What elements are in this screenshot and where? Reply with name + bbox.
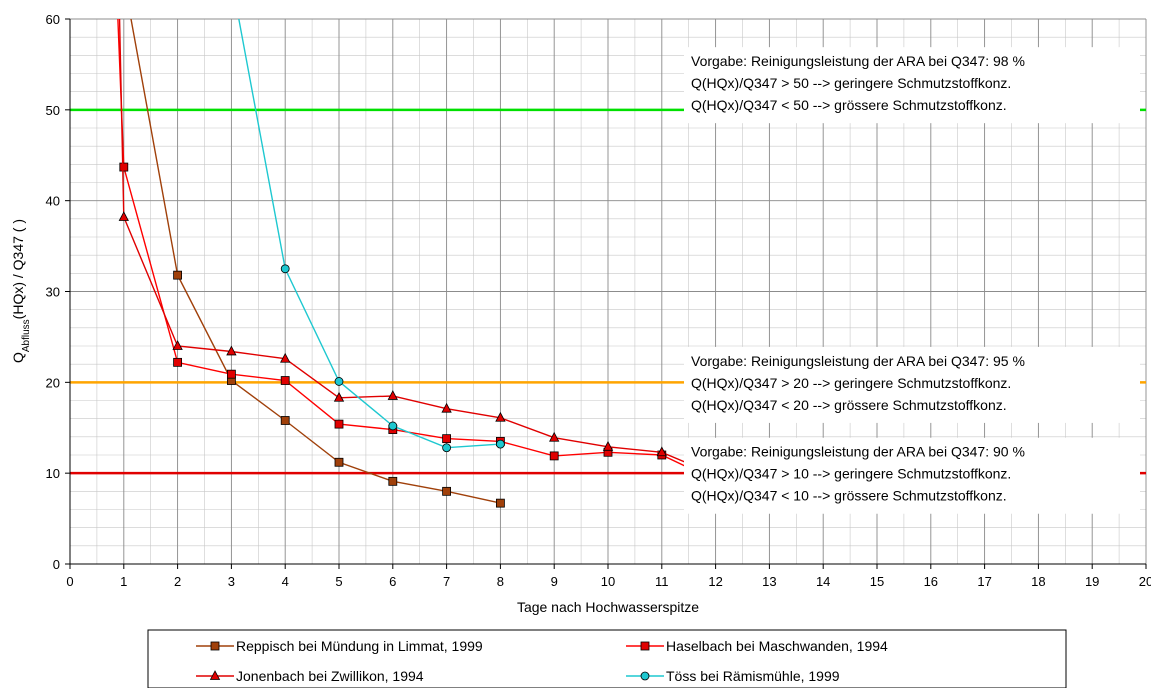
- x-tick-label: 12: [708, 574, 722, 589]
- x-tick-label: 19: [1085, 574, 1099, 589]
- annotation-box-0: Vorgabe: Reinigungsleistung der ARA bei …: [684, 47, 1140, 124]
- x-tick-label: 6: [389, 574, 396, 589]
- legend-box: [147, 629, 1067, 688]
- legend: Reppisch bei Mündung in Limmat, 1999 Hase…: [147, 629, 1067, 688]
- data-point-3: [495, 439, 505, 449]
- data-point-2: [118, 211, 129, 221]
- legend-swatch-marker: [640, 641, 650, 651]
- annotation-line: Vorgabe: Reinigungsleistung der ARA bei …: [691, 53, 1025, 69]
- legend-swatch-marker: [210, 641, 220, 651]
- legend-entry-2: Jonenbach bei Zwillikon, 1994: [196, 668, 424, 684]
- data-point-2: [495, 411, 506, 422]
- y-axis-label: QAbfluss(HQx) / Q347 ( ): [10, 219, 32, 363]
- annotation-line: Q(HQx)/Q347 < 20 --> grössere Schmutzsto…: [691, 397, 1007, 413]
- data-point-0: [495, 498, 505, 508]
- annotation-background: [684, 346, 1140, 423]
- data-point-1: [119, 162, 129, 172]
- data-point-1: [173, 357, 183, 367]
- annotations: Vorgabe: Reinigungsleistung der ARA bei …: [684, 47, 1140, 514]
- data-point-3: [334, 377, 344, 386]
- y-axis-label-rest: (HQx) / Q347 ( ): [10, 219, 26, 319]
- x-tick-label: 15: [870, 574, 884, 589]
- data-point-2: [549, 431, 560, 442]
- annotation-line: Q(HQx)/Q347 > 10 --> geringere Schmutzst…: [691, 466, 1011, 482]
- annotation-line: Q(HQx)/Q347 > 20 --> geringere Schmutzst…: [691, 375, 1011, 391]
- y-tick-label: 30: [46, 285, 60, 300]
- annotation-box-2: Vorgabe: Reinigungsleistung der ARA bei …: [684, 437, 1140, 514]
- x-tick-label: 20: [1139, 574, 1151, 589]
- data-point-1: [549, 451, 559, 461]
- data-point-2: [602, 440, 614, 451]
- legend-entry-0: Reppisch bei Mündung in Limmat, 1999: [196, 638, 483, 654]
- x-tick-label: 11: [655, 574, 669, 589]
- y-axis-label-main: Q: [10, 352, 26, 363]
- series-group: [117, 19, 695, 508]
- data-point-0: [334, 457, 344, 467]
- x-tick-label: 13: [762, 574, 776, 589]
- legend-entry-3: Töss bei Rämismühle, 1999: [626, 668, 840, 684]
- data-point-2: [333, 391, 345, 402]
- y-tick-label: 20: [46, 375, 60, 390]
- x-tick-label: 4: [282, 574, 289, 589]
- data-point-3: [280, 264, 290, 274]
- data-point-0: [388, 476, 398, 486]
- data-point-1: [334, 419, 344, 429]
- annotation-line: Vorgabe: Reinigungsleistung der ARA bei …: [691, 353, 1025, 369]
- y-tick-label: 50: [46, 103, 60, 118]
- data-point-2: [280, 352, 291, 363]
- x-tick-label: 10: [601, 574, 615, 589]
- x-tick-label: 8: [497, 574, 504, 589]
- series-line-3: [238, 19, 501, 449]
- x-tick-label: 17: [977, 574, 991, 589]
- data-point-3: [388, 421, 398, 431]
- x-tick-label: 2: [174, 574, 181, 589]
- annotation-line: Q(HQx)/Q347 > 50 --> geringere Schmutzst…: [691, 75, 1011, 91]
- data-point-0: [442, 486, 452, 496]
- legend-label: Reppisch bei Mündung in Limmat, 1999: [236, 638, 483, 654]
- series-line-0: [130, 19, 501, 504]
- data-point-2: [172, 340, 183, 350]
- data-point-2: [226, 345, 237, 356]
- x-axis-label: Tage nach Hochwasserspitze: [517, 599, 699, 615]
- data-point-2: [387, 390, 398, 400]
- annotation-background: [684, 47, 1140, 124]
- x-tick-label: 16: [924, 574, 938, 589]
- x-tick-label: 14: [816, 574, 830, 589]
- legend-label: Töss bei Rämismühle, 1999: [666, 668, 840, 684]
- axes: [65, 18, 1147, 569]
- data-point-1: [280, 376, 290, 385]
- y-tick-label: 40: [46, 194, 60, 209]
- y-axis-label-sub: Abfluss: [21, 319, 32, 352]
- x-tick-label: 1: [120, 574, 127, 589]
- annotation-line: Vorgabe: Reinigungsleistung der ARA bei …: [691, 444, 1025, 460]
- y-tick-label: 10: [46, 466, 60, 481]
- tick-labels: 0 1 2 3 4 5 6 7 8 9 10 11 12 13 14 15 16 17 18 19 2001020304…: [46, 12, 1151, 589]
- data-point-0: [280, 416, 290, 425]
- x-tick-label: 0: [66, 574, 73, 589]
- data-point-2: [441, 402, 452, 413]
- data-point-1: [442, 434, 452, 444]
- legend-label: Jonenbach bei Zwillikon, 1994: [236, 668, 424, 684]
- legend-label: Haselbach bei Maschwanden, 1994: [666, 638, 888, 654]
- annotation-background: [684, 437, 1140, 514]
- data-point-1: [226, 369, 236, 379]
- legend-swatch-marker: [640, 671, 650, 681]
- legend-swatch-marker: [209, 670, 221, 680]
- data-point-3: [442, 443, 452, 453]
- x-tick-label: 5: [335, 574, 342, 589]
- annotation-box-1: Vorgabe: Reinigungsleistung der ARA bei …: [684, 346, 1140, 423]
- y-tick-label: 60: [46, 12, 60, 27]
- annotation-line: Q(HQx)/Q347 < 10 --> grössere Schmutzsto…: [691, 488, 1007, 504]
- x-tick-label: 3: [228, 574, 235, 589]
- annotation-line: Q(HQx)/Q347 < 50 --> grössere Schmutzsto…: [691, 97, 1007, 113]
- x-tick-label: 9: [551, 574, 558, 589]
- data-point-0: [173, 270, 183, 280]
- legend-entry-1: Haselbach bei Maschwanden, 1994: [626, 638, 888, 654]
- y-tick-label: 0: [53, 557, 60, 572]
- x-tick-label: 7: [443, 574, 450, 589]
- data-point-2: [656, 446, 667, 457]
- x-tick-label: 18: [1031, 574, 1045, 589]
